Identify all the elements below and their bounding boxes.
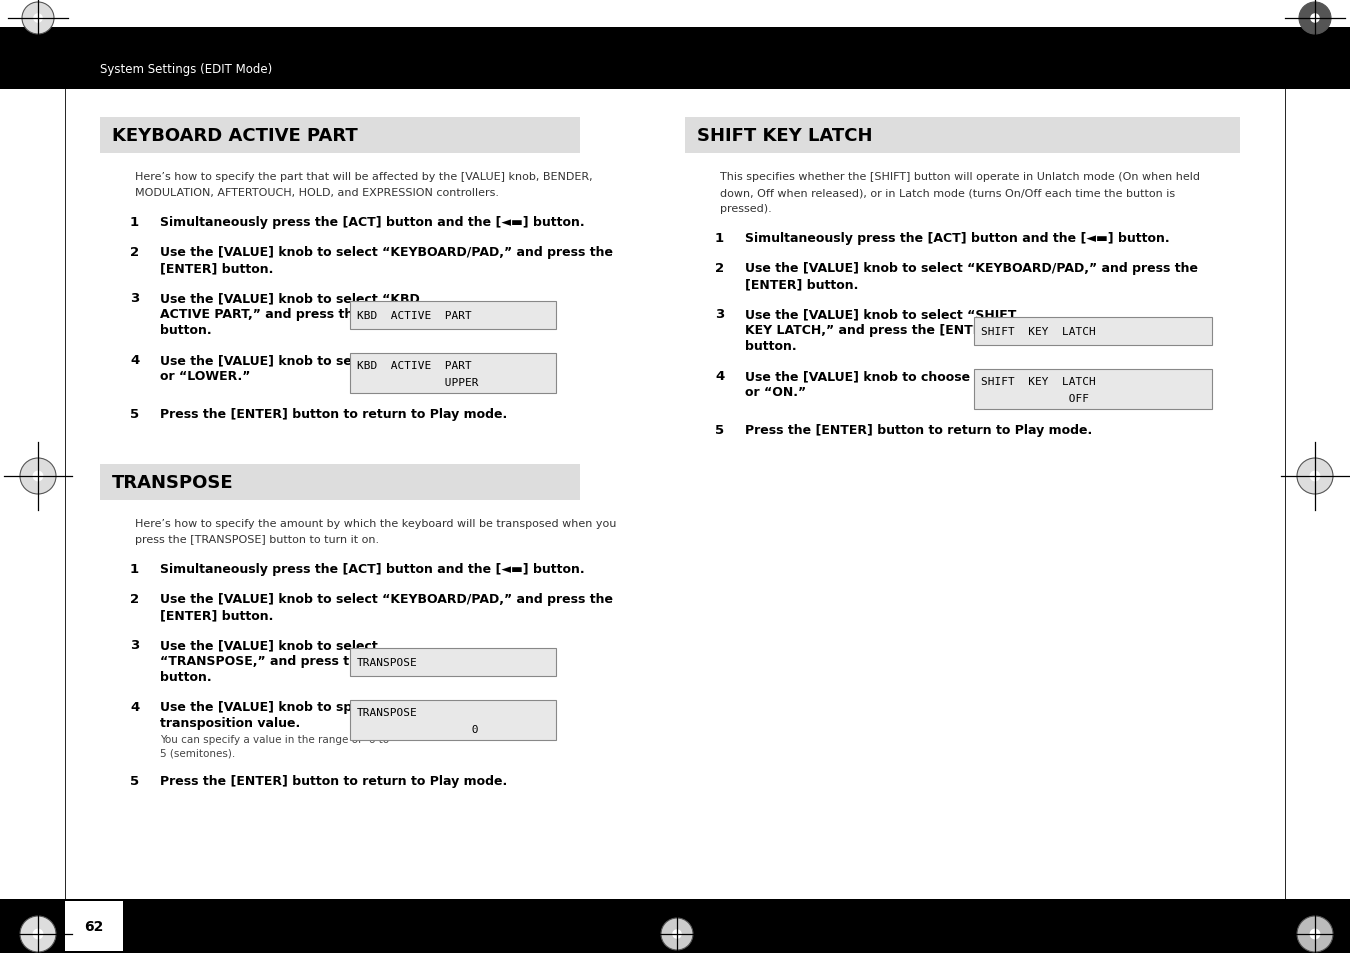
Text: Simultaneously press the [ACT] button and the [◄▬] button.: Simultaneously press the [ACT] button an…	[745, 232, 1169, 245]
Text: or “ON.”: or “ON.”	[745, 386, 806, 398]
Circle shape	[1310, 471, 1320, 482]
Text: [ENTER] button.: [ENTER] button.	[745, 277, 859, 291]
Text: 2: 2	[130, 593, 139, 605]
Text: Press the [ENTER] button to return to Play mode.: Press the [ENTER] button to return to Pl…	[745, 423, 1092, 436]
Circle shape	[672, 929, 682, 939]
Text: 5 (semitones).: 5 (semitones).	[161, 748, 235, 759]
Text: SHIFT  KEY  LATCH: SHIFT KEY LATCH	[980, 327, 1095, 336]
Bar	[0, 28, 1350, 35]
Bar	[100, 118, 580, 153]
Text: down, Off when released), or in Latch mode (turns On/Off each time the button is: down, Off when released), or in Latch mo…	[720, 188, 1174, 198]
Circle shape	[662, 918, 693, 950]
Text: [ENTER] button.: [ENTER] button.	[161, 262, 273, 274]
Circle shape	[32, 471, 43, 482]
Circle shape	[20, 916, 55, 952]
Text: Here’s how to specify the part that will be affected by the [VALUE] knob, BENDER: Here’s how to specify the part that will…	[135, 172, 593, 182]
Text: Use the [VALUE] knob to select “UPPER”: Use the [VALUE] knob to select “UPPER”	[161, 354, 446, 367]
Text: or “LOWER.”: or “LOWER.”	[161, 370, 250, 382]
Text: 5: 5	[716, 423, 724, 436]
Text: button.: button.	[161, 324, 212, 336]
Text: button.: button.	[745, 339, 796, 353]
Text: TRANSPOSE: TRANSPOSE	[356, 707, 417, 718]
Text: SHIFT  KEY  LATCH: SHIFT KEY LATCH	[980, 376, 1095, 387]
Text: ACTIVE PART,” and press the [ENTER]: ACTIVE PART,” and press the [ENTER]	[161, 308, 424, 320]
Text: 3: 3	[716, 308, 724, 320]
Text: transposition value.: transposition value.	[161, 717, 300, 729]
Circle shape	[34, 14, 43, 24]
Bar	[973, 317, 1212, 346]
Text: UPPER: UPPER	[356, 377, 478, 387]
Text: Use the [VALUE] knob to select “KEYBOARD/PAD,” and press the: Use the [VALUE] knob to select “KEYBOARD…	[161, 593, 613, 605]
Bar	[973, 370, 1212, 410]
Text: KEYBOARD ACTIVE PART: KEYBOARD ACTIVE PART	[112, 127, 358, 145]
Text: Press the [ENTER] button to return to Play mode.: Press the [ENTER] button to return to Pl…	[161, 774, 508, 787]
Text: pressed).: pressed).	[720, 204, 772, 213]
Bar	[684, 118, 1241, 153]
Text: 2: 2	[716, 262, 724, 274]
Text: KBD  ACTIVE  PART: KBD ACTIVE PART	[356, 360, 471, 371]
Text: Use the [VALUE] knob to select “KBD: Use the [VALUE] knob to select “KBD	[161, 292, 420, 305]
Text: Use the [VALUE] knob to select: Use the [VALUE] knob to select	[161, 639, 378, 651]
Text: button.: button.	[161, 670, 212, 683]
Text: 4: 4	[130, 354, 139, 367]
Text: Use the [VALUE] knob to select “KEYBOARD/PAD,” and press the: Use the [VALUE] knob to select “KEYBOARD…	[161, 246, 613, 258]
Text: 5: 5	[130, 408, 139, 420]
Bar	[65, 901, 123, 951]
Circle shape	[1311, 14, 1320, 24]
Text: Use the [VALUE] knob to choose “OFF”: Use the [VALUE] knob to choose “OFF”	[745, 370, 1018, 382]
Text: 5: 5	[130, 774, 139, 787]
Bar	[0, 0, 1350, 28]
Text: Use the [VALUE] knob to select “KEYBOARD/PAD,” and press the: Use the [VALUE] knob to select “KEYBOARD…	[745, 262, 1197, 274]
Circle shape	[22, 3, 54, 35]
Bar	[350, 354, 556, 394]
Text: MODULATION, AFTERTOUCH, HOLD, and EXPRESSION controllers.: MODULATION, AFTERTOUCH, HOLD, and EXPRES…	[135, 188, 500, 198]
Text: Here’s how to specify the amount by which the keyboard will be transposed when y: Here’s how to specify the amount by whic…	[135, 518, 617, 529]
Text: 2: 2	[130, 246, 139, 258]
Text: OFF: OFF	[980, 394, 1088, 403]
Text: 62: 62	[84, 919, 104, 933]
Text: KEY LATCH,” and press the [ENTER]: KEY LATCH,” and press the [ENTER]	[745, 324, 996, 336]
Text: Simultaneously press the [ACT] button and the [◄▬] button.: Simultaneously press the [ACT] button an…	[161, 562, 585, 576]
Text: 1: 1	[130, 215, 139, 229]
Text: System Settings (EDIT Mode): System Settings (EDIT Mode)	[100, 64, 273, 76]
Circle shape	[1297, 916, 1332, 952]
Text: [ENTER] button.: [ENTER] button.	[161, 608, 273, 621]
Text: TRANSPOSE: TRANSPOSE	[112, 474, 234, 492]
Text: Press the [ENTER] button to return to Play mode.: Press the [ENTER] button to return to Pl…	[161, 408, 508, 420]
Circle shape	[1297, 458, 1332, 495]
Circle shape	[20, 458, 55, 495]
Bar	[0, 35, 1350, 90]
Text: 4: 4	[716, 370, 724, 382]
Text: Simultaneously press the [ACT] button and the [◄▬] button.: Simultaneously press the [ACT] button an…	[161, 215, 585, 229]
Bar	[0, 899, 1350, 953]
Text: KBD  ACTIVE  PART: KBD ACTIVE PART	[356, 311, 471, 320]
Bar	[350, 648, 556, 677]
Bar	[350, 700, 556, 740]
Circle shape	[32, 928, 43, 940]
Bar	[100, 464, 580, 500]
Text: 1: 1	[130, 562, 139, 576]
Text: 3: 3	[130, 639, 139, 651]
Text: 1: 1	[716, 232, 724, 245]
Text: press the [TRANSPOSE] button to turn it on.: press the [TRANSPOSE] button to turn it …	[135, 535, 379, 544]
Text: 4: 4	[130, 700, 139, 713]
Text: 0: 0	[356, 724, 478, 734]
Bar	[0, 0, 1350, 90]
Bar	[350, 302, 556, 330]
Circle shape	[1310, 928, 1320, 940]
Text: TRANSPOSE: TRANSPOSE	[356, 658, 417, 667]
Text: 3: 3	[130, 292, 139, 305]
Text: Use the [VALUE] knob to select “SHIFT: Use the [VALUE] knob to select “SHIFT	[745, 308, 1017, 320]
Circle shape	[1299, 3, 1331, 35]
Text: This specifies whether the [SHIFT] button will operate in Unlatch mode (On when : This specifies whether the [SHIFT] butto…	[720, 172, 1200, 182]
Text: Use the [VALUE] knob to specify the: Use the [VALUE] knob to specify the	[161, 700, 413, 713]
Text: SHIFT KEY LATCH: SHIFT KEY LATCH	[697, 127, 872, 145]
Text: You can specify a value in the range of -6 to: You can specify a value in the range of …	[161, 734, 389, 744]
Text: “TRANSPOSE,” and press the [ENTER]: “TRANSPOSE,” and press the [ENTER]	[161, 655, 428, 667]
